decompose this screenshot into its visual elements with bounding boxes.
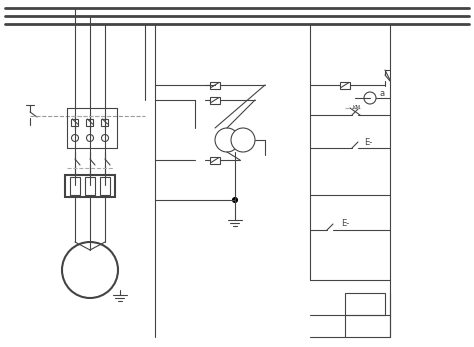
Text: E-: E-: [364, 137, 372, 146]
Circle shape: [231, 128, 255, 152]
Circle shape: [233, 197, 237, 203]
Circle shape: [62, 242, 118, 298]
Bar: [85, 177, 95, 195]
Circle shape: [101, 135, 109, 142]
Bar: [210, 156, 220, 163]
Bar: [345, 293, 385, 315]
Text: E-: E-: [341, 219, 349, 228]
Bar: [210, 96, 220, 103]
Bar: [100, 177, 110, 195]
Text: KM: KM: [353, 104, 361, 110]
Text: a: a: [380, 88, 384, 98]
Bar: [210, 82, 220, 88]
Circle shape: [72, 135, 79, 142]
Circle shape: [86, 135, 93, 142]
Bar: [101, 119, 109, 126]
Bar: [65, 175, 115, 197]
Bar: [340, 82, 350, 88]
Circle shape: [215, 128, 239, 152]
Bar: [72, 119, 79, 126]
Circle shape: [364, 92, 376, 104]
Bar: [86, 119, 93, 126]
Bar: [70, 177, 80, 195]
